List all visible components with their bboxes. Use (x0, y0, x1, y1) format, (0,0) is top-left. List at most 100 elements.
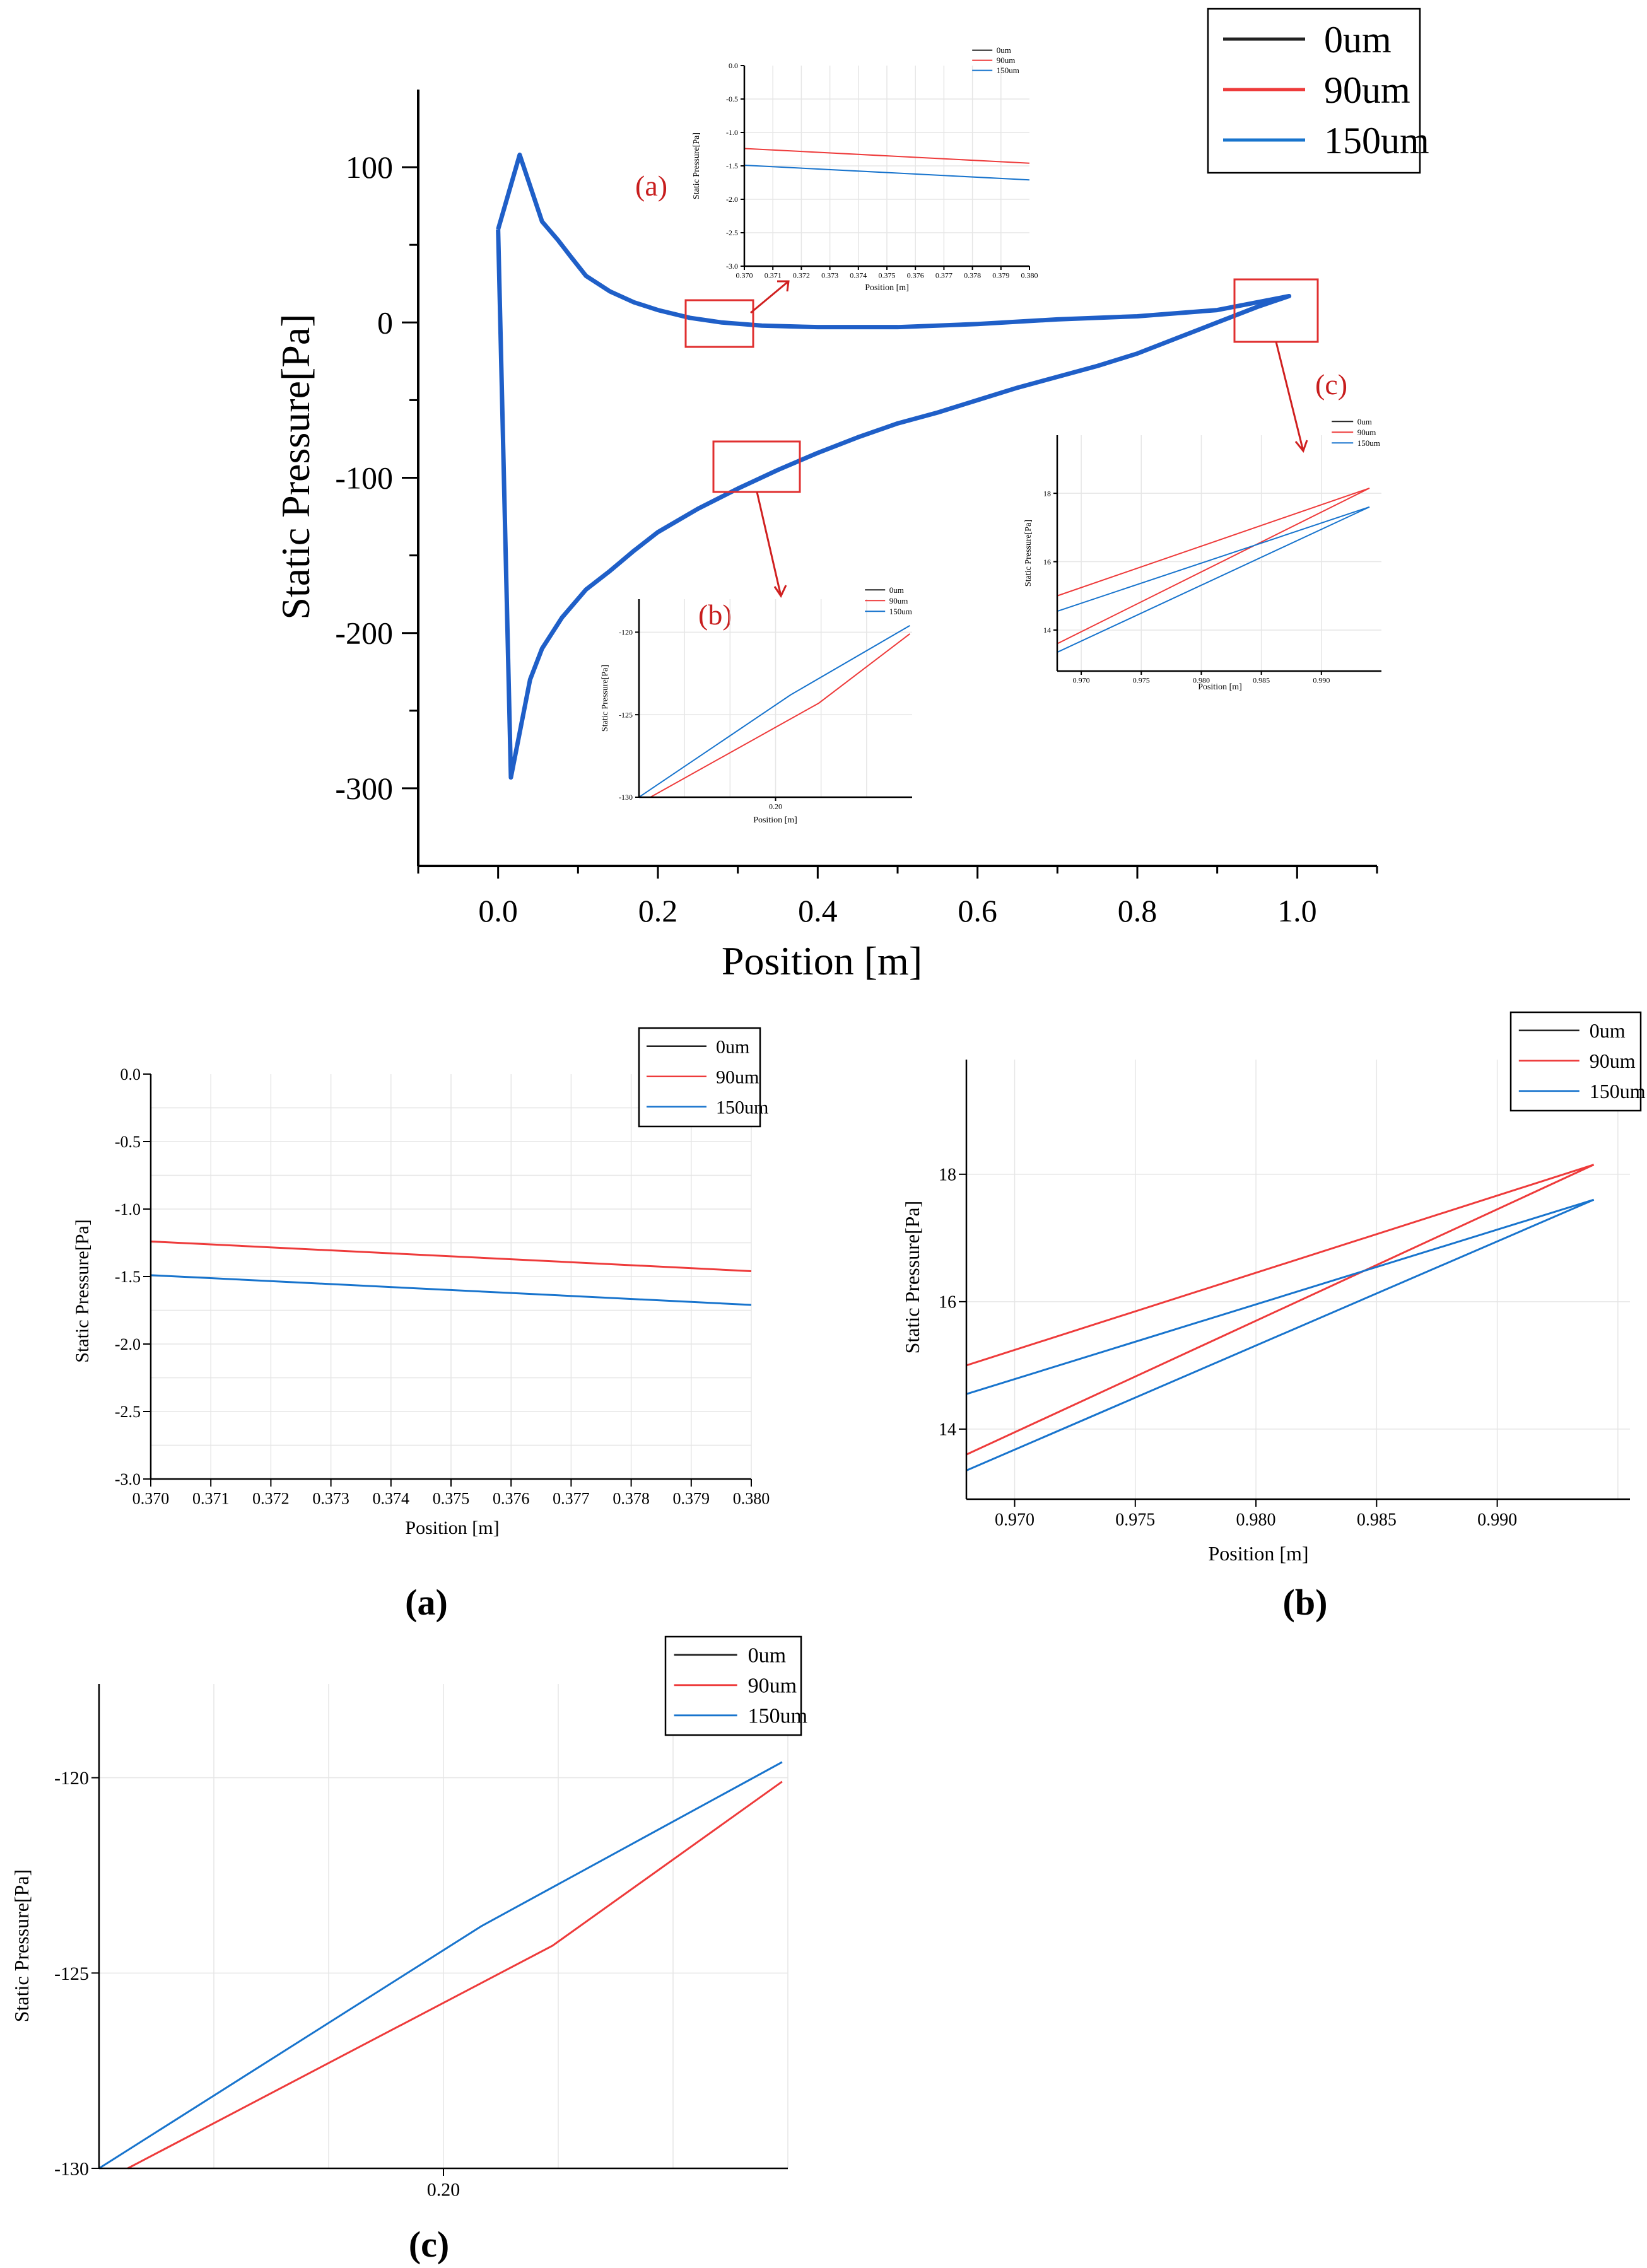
series-line-150um-a (966, 1198, 1595, 1395)
y-tick-label: -1.5 (726, 161, 738, 170)
main-x-tick-label: 1.0 (1277, 893, 1317, 928)
series-line-90um-b (966, 1164, 1595, 1456)
x-axis-title: Position [m] (405, 1517, 499, 1538)
y-tick-label: -120 (619, 628, 633, 637)
legend-label-150um: 150um (889, 607, 912, 616)
chart-panel-c: -120 -125 -130 0.20 Static Pressure[Pa] 0um 90… (10, 1635, 807, 2265)
x-tick-label: 0.373 (312, 1489, 349, 1507)
y-axis-title: Static Pressure[Pa] (72, 1219, 93, 1362)
series-line-90um (127, 1780, 783, 2170)
legend-label-90um: 90um (716, 1067, 759, 1087)
chart-panel-b: 14 16 18 0.970 0.975 0.980 0.985 0.990 Position … (901, 1011, 1646, 1623)
x-tick-label: 0.970 (1073, 676, 1090, 685)
caption-panel-b: (b) (1283, 1582, 1328, 1623)
legend-label-150um: 150um (1590, 1080, 1646, 1102)
y-tick-label: -2.5 (115, 1403, 141, 1421)
main-y-tick-label: -200 (335, 616, 393, 651)
x-tick-label: 0.372 (793, 271, 810, 280)
legend-label-90um: 90um (997, 56, 1016, 65)
zoom-box-b (712, 440, 801, 493)
x-tick-label: 0.975 (1115, 1510, 1155, 1529)
y-tick-label: -3.0 (726, 262, 738, 271)
legend-label-0um: 0um (1357, 417, 1372, 426)
x-tick-label: 0.378 (612, 1489, 650, 1507)
x-tick-label: 0.371 (192, 1489, 230, 1507)
series-line-90um-a (966, 1164, 1595, 1367)
y-tick-label: -130 (54, 2159, 89, 2180)
caption-panel-a: (a) (405, 1582, 448, 1623)
main-y-tick-label: -100 (335, 460, 393, 496)
series-line-150um-a (1057, 506, 1370, 612)
y-axis-title: Static Pressure[Pa] (601, 665, 610, 732)
y-tick-label: 16 (1043, 558, 1051, 566)
chart-inset-a-small: 0.0 -0.5 -1.0 -1.5 -2.0 -2.5 -3.00.370 0.371 0.3… (692, 45, 1038, 293)
legend-label-0um: 0um (1590, 1019, 1626, 1042)
series-line-90um (744, 148, 1030, 164)
legend-label-0um: 0um (889, 585, 904, 595)
y-axis-title: Static Pressure[Pa] (692, 132, 701, 199)
chart-inset-c-small: 14 16 18 0.970 0.975 0.980 0.985 0.990 Position … (1024, 417, 1381, 692)
x-tick-label: 0.379 (673, 1489, 710, 1507)
y-axis-title: Static Pressure[Pa] (1024, 520, 1033, 587)
main-y-tick-label: 0 (377, 305, 393, 340)
series-line-150um (150, 1274, 752, 1306)
legend-label-0um: 0um (997, 45, 1011, 55)
x-tick-label: 0.376 (493, 1489, 530, 1507)
y-axis-title: Static Pressure[Pa] (10, 1869, 33, 2023)
legend-label-0um: 0um (748, 1644, 786, 1668)
legend-label-150um: 150um (1324, 120, 1429, 161)
y-tick-label: -1.5 (115, 1268, 141, 1286)
y-tick-label: 0.0 (729, 61, 738, 70)
y-tick-label: 0.0 (120, 1065, 141, 1084)
y-tick-label: -1.0 (115, 1200, 141, 1219)
x-axis-title: Position [m] (865, 283, 909, 293)
zoom-box-a (684, 299, 754, 348)
x-tick-label: 0.377 (935, 271, 952, 280)
legend-label-150um: 150um (748, 1705, 807, 1728)
y-axis-title: Static Pressure[Pa] (901, 1201, 923, 1354)
main-chart: 100 0 -100 -200 -300 0.0 0.2 0.4 0.6 0.8 1.0 Positi… (273, 8, 1429, 983)
y-tick-label: -2.0 (726, 195, 738, 204)
x-tick-label: 0.970 (995, 1510, 1035, 1529)
series-line-150um-b (1057, 506, 1370, 653)
series-line-90um-b (1057, 488, 1370, 645)
x-tick-label: 0.379 (992, 271, 1009, 280)
x-tick-label: 0.990 (1477, 1510, 1517, 1529)
x-tick-label: 0.20 (427, 2180, 460, 2201)
x-tick-label: 0.20 (769, 802, 782, 811)
x-tick-label: 0.375 (879, 271, 896, 280)
x-tick-label: 0.370 (132, 1489, 170, 1507)
x-tick-label: 0.370 (736, 271, 753, 280)
x-tick-label: 0.980 (1236, 1510, 1276, 1529)
series-line-150um (638, 625, 910, 798)
y-tick-label: 16 (939, 1293, 956, 1312)
annotation-c: (c) (1315, 368, 1347, 400)
x-tick-label: 0.985 (1357, 1510, 1397, 1529)
main-x-tick-label: 0.8 (1118, 893, 1158, 928)
legend-label-90um: 90um (748, 1675, 797, 1698)
arrow-b (756, 491, 787, 599)
x-axis-title: Position [m] (1208, 1542, 1308, 1565)
series-line-90um (650, 633, 910, 798)
main-x-tick-label: 0.4 (798, 893, 838, 928)
x-tick-label: 0.372 (252, 1489, 290, 1507)
y-tick-label: -125 (54, 1963, 89, 1984)
chart-panel-a: 0.0 -0.5 -1.0 -1.5 -2.0 -2.5 -3.00.370 0.371 0.3… (72, 1027, 770, 1623)
x-tick-label: 0.371 (765, 271, 782, 280)
x-tick-label: 0.990 (1313, 676, 1330, 685)
x-tick-label: 0.376 (907, 271, 924, 280)
annotation-b: (b) (698, 599, 732, 631)
main-x-tick-label: 0.0 (478, 893, 518, 928)
y-tick-label: -120 (54, 1768, 89, 1789)
x-tick-label: 0.380 (1021, 271, 1038, 280)
legend-label-90um: 90um (1324, 69, 1410, 111)
legend-label-90um: 90um (889, 596, 908, 605)
y-tick-label: -0.5 (726, 95, 738, 103)
x-tick-label: 0.374 (373, 1489, 410, 1507)
x-tick-label: 0.377 (553, 1489, 590, 1507)
chart-inset-b-small: -120 -125 -130 0.20 Position [m] Static Press… (601, 585, 912, 825)
main-x-tick-label: 0.2 (638, 893, 678, 928)
y-tick-label: 14 (1043, 626, 1051, 634)
x-tick-label: 0.975 (1133, 676, 1150, 685)
arrow-a (750, 280, 790, 314)
